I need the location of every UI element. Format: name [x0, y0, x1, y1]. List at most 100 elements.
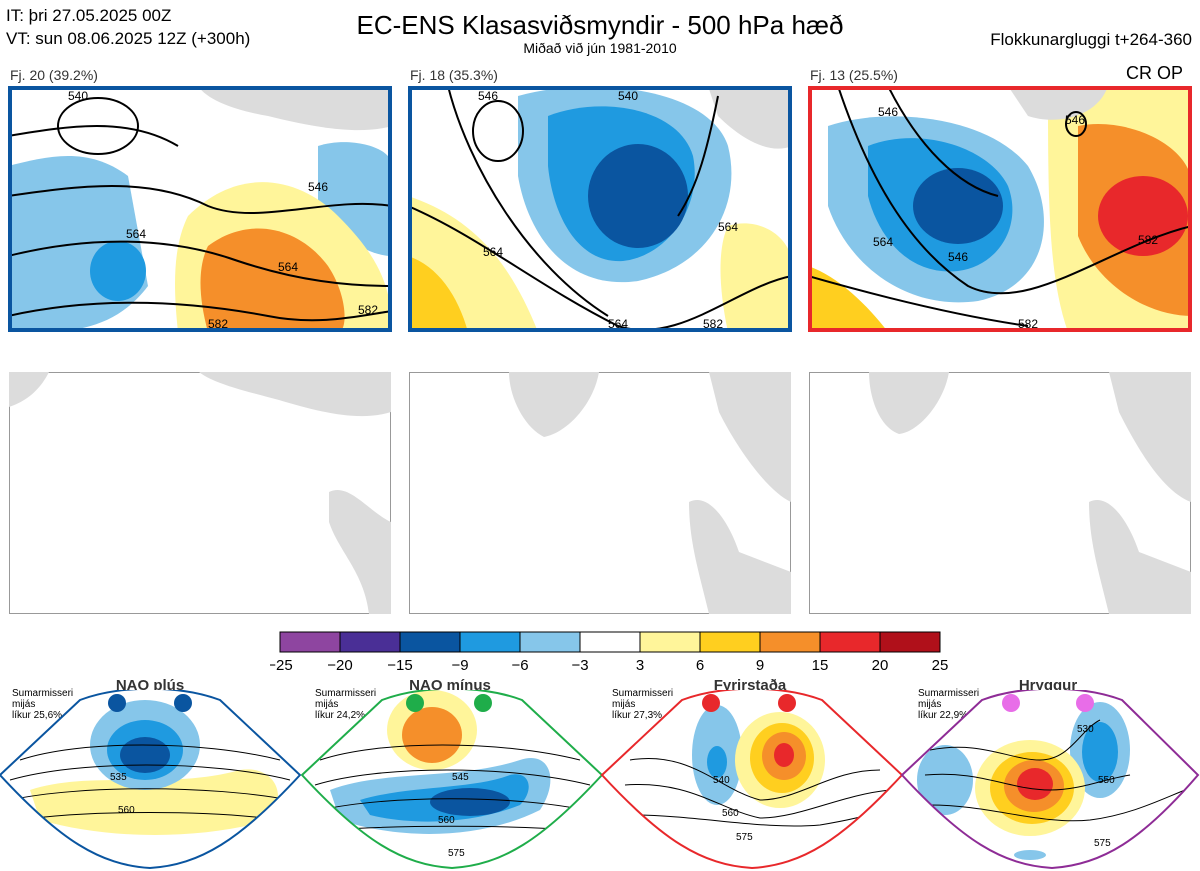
regime-1-map: 535 560: [0, 690, 300, 868]
contour-label: 564: [483, 245, 503, 259]
contour-label: 546: [948, 250, 968, 264]
regime-note-line: mijás: [12, 699, 36, 710]
height-contour: [808, 275, 1029, 327]
contour-label: 575: [1094, 838, 1111, 849]
blank-map-3: [809, 372, 1191, 614]
height-contour: [8, 185, 392, 214]
cluster-1-map: 540 546 564 564 582 582: [8, 86, 392, 332]
cluster-3-label: Fj. 13 (25.5%): [810, 67, 898, 83]
anomaly-positive-core: [200, 228, 345, 332]
height-contour: [8, 125, 179, 147]
contour-label: 530: [1077, 724, 1094, 735]
regime-note-line: líkur 27,3%: [612, 710, 663, 721]
cluster-2-map: 546 540 564 564 582 564: [408, 86, 792, 332]
cluster-3-border: [808, 86, 1192, 332]
contour-label: 564: [608, 317, 628, 331]
anomaly-positive: [720, 223, 792, 332]
land-scandinavia: [709, 372, 791, 502]
colorbar-swatch: [339, 631, 401, 653]
regime-4-border: [900, 690, 1200, 870]
low-center: [472, 100, 524, 162]
height-contour: [887, 86, 999, 197]
regime-3-border: [600, 690, 904, 870]
anomaly-negative: [1014, 850, 1046, 860]
colorbar-tick-label: −25: [270, 657, 293, 674]
contour-label: 540: [68, 89, 88, 103]
regime-2-map: 545 560 575: [302, 690, 602, 868]
anomaly-negative-core: [588, 144, 688, 248]
colorbar-swatch: [399, 631, 461, 653]
height-contour: [8, 240, 392, 287]
contour-label: 540: [618, 89, 638, 103]
colorbar-swatch: [879, 631, 941, 653]
contour-label: 582: [1138, 233, 1158, 247]
colorbar-swatch: [759, 631, 821, 653]
height-contour: [9, 788, 291, 801]
contour-label: 575: [448, 848, 465, 859]
regime-2-dot: [406, 694, 424, 712]
cluster-2-border: [408, 86, 792, 332]
height-contour: [929, 719, 1101, 761]
height-contour: [19, 744, 281, 761]
colorbar-tick-label: −15: [387, 657, 412, 674]
page-subtitle: Miðað við jún 1981-2010: [523, 40, 677, 56]
height-contour: [408, 205, 792, 332]
anomaly-negative-core: [90, 241, 146, 301]
header-times: IT: þri 27.05.2025 00Z VT: sun 08.06.202…: [6, 4, 250, 50]
contour-label: 550: [1098, 775, 1115, 786]
regime-3-dot: [702, 694, 720, 712]
regime-3-dot: [778, 694, 796, 712]
land-greenland: [199, 372, 391, 417]
colorbar-swatch: [639, 631, 701, 653]
contour-label: 564: [718, 220, 738, 234]
colorbar-tick-label: 15: [812, 657, 829, 674]
blank-map-2: [409, 372, 791, 614]
contour-label: 540: [713, 775, 730, 786]
colorbar-swatch: [459, 631, 521, 653]
valid-time: VT: sun 08.06.2025 12Z (+300h): [6, 29, 251, 48]
colorbar-tick-label: −20: [327, 657, 352, 674]
contour-label: 546: [878, 105, 898, 119]
high-center: [1065, 111, 1087, 137]
contour-label: 545: [452, 772, 469, 783]
height-contour: [9, 764, 291, 781]
cluster-3-map: 546 546 564 546 582 582: [808, 86, 1192, 332]
colorbar-labels: −25 −20 −15 −9 −6 −3 3 6 9 15 20 25: [270, 657, 948, 674]
height-contour: [8, 301, 392, 322]
land-greenland: [509, 372, 599, 437]
regime-1-note: Sumarmisseri mijás líkur 25,6%: [12, 688, 73, 721]
regime-note-line: Sumarmisseri: [12, 688, 74, 699]
regime-1-dot: [108, 694, 126, 712]
colorbar-swatch: [819, 631, 881, 653]
land-greenland: [1008, 86, 1108, 120]
classification-window: Flokkunargluggi t+264-360: [990, 30, 1192, 49]
regime-3-note: Sumarmisseri mijás líkur 27,3%: [612, 688, 673, 721]
anomaly-negative-mid: [707, 746, 727, 778]
page-title: EC-ENS Klasasviðsmyndir - 500 hPa hæð: [356, 10, 844, 40]
regime-note-line: Sumarmisseri: [315, 688, 377, 699]
anomaly-negative-core: [430, 788, 510, 816]
anomaly-negative-core: [120, 737, 170, 773]
regime-note-line: Sumarmisseri: [612, 688, 674, 699]
regime-note-line: Sumarmisseri: [918, 688, 980, 699]
regime-maps: 535 560 545 560 575 540 560 575: [0, 690, 1200, 870]
contour-label: 535: [110, 772, 127, 783]
regime-note-line: mijás: [315, 699, 339, 710]
contour-label: 560: [438, 815, 455, 826]
colorbar-swatch: [519, 631, 581, 653]
anomaly-positive-core: [408, 256, 468, 332]
contour-label: 564: [278, 260, 298, 274]
anomaly-negative-mid: [1082, 722, 1118, 782]
land-europe: [329, 489, 391, 614]
regime-2-note: Sumarmisseri mijás líkur 24,2%: [315, 688, 376, 721]
regime-note-line: mijás: [918, 699, 942, 710]
regime-4-dot: [1076, 694, 1094, 712]
land-scandinavia: [1109, 372, 1191, 502]
height-contour: [314, 769, 591, 786]
contour-label: 546: [478, 89, 498, 103]
land-europe: [689, 500, 791, 614]
colorbar-swatch: [699, 631, 761, 653]
colorbar-tick-label: −9: [451, 657, 468, 674]
land-greenland: [198, 86, 392, 131]
colorbar-tick-label: 3: [636, 657, 644, 674]
